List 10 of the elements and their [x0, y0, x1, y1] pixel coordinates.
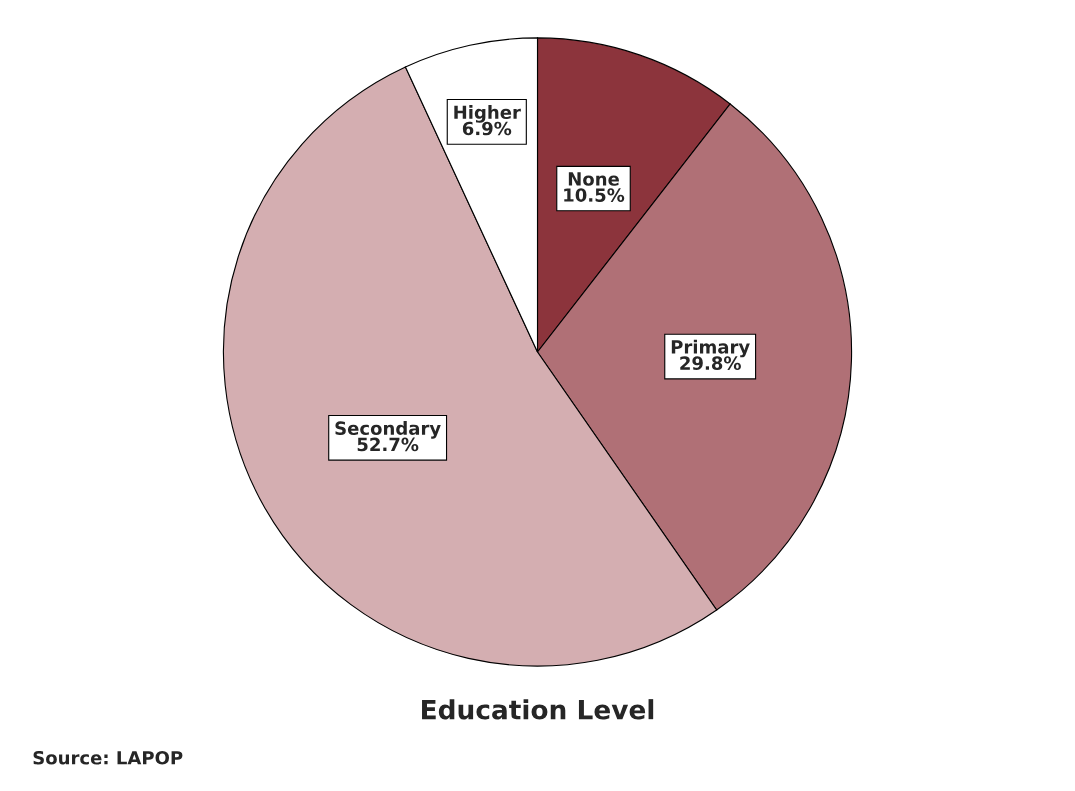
source-note: Source: LAPOP — [33, 750, 183, 765]
data-label: 52.7% — [357, 437, 419, 452]
slice-label: Primary — [671, 339, 750, 358]
data-label: 6.9% — [462, 121, 512, 136]
slice-label: Secondary — [335, 421, 441, 439]
text: Education Level — [422, 699, 654, 720]
slice-label: None — [568, 172, 619, 186]
data-label: 29.8% — [680, 356, 741, 370]
data-label: 10.5% — [564, 188, 625, 202]
slice-label: Higher — [454, 105, 521, 123]
